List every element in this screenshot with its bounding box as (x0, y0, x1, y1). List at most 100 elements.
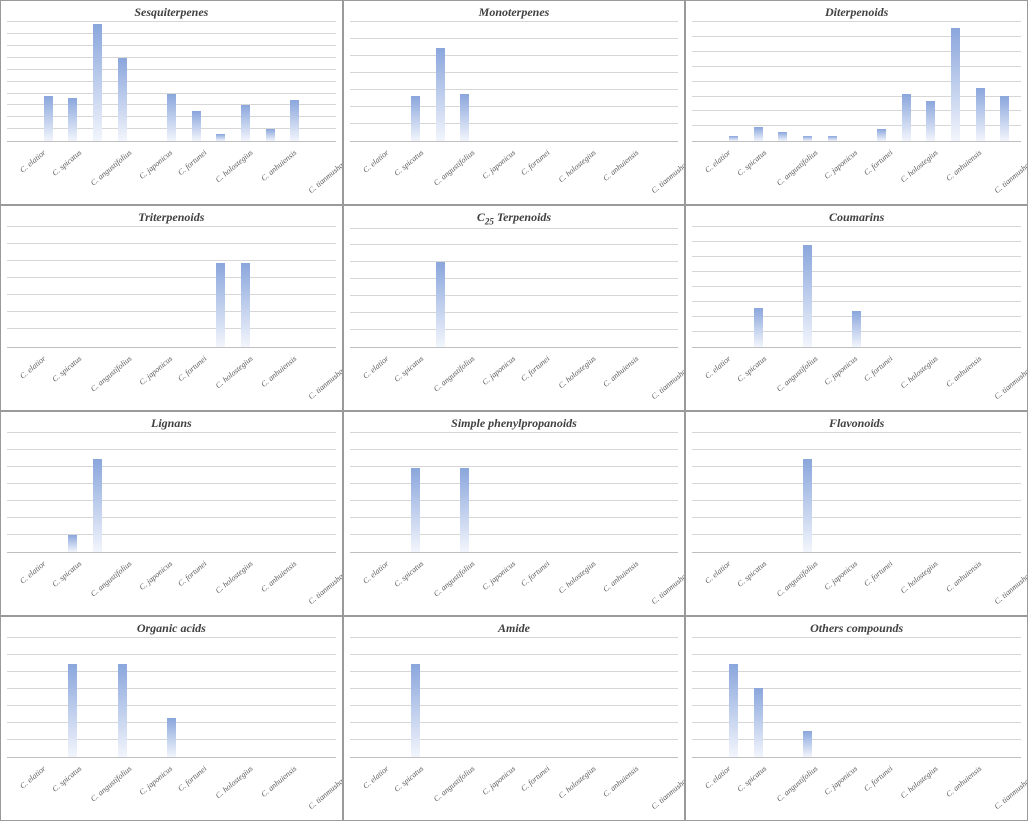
bar-slot (625, 22, 650, 141)
bar-slot (11, 22, 36, 141)
x-axis-label: C. japonicus (137, 764, 176, 799)
bar (93, 459, 102, 552)
bar-slot (992, 638, 1017, 757)
bar-slot (477, 22, 502, 141)
x-axis-label: C. anhuiensis (944, 559, 985, 596)
x-axis-label: C. fortunei (862, 354, 896, 385)
x-axis-label: C. tianmushanensis (307, 354, 343, 403)
x-axis-label: C. elatior (704, 559, 735, 588)
bar-slot (184, 22, 209, 141)
x-axis-label: C. holostegius (556, 764, 599, 803)
bar-slot (526, 229, 551, 347)
bar-slot (36, 22, 61, 141)
bar-slot (452, 229, 477, 347)
bar-slot (354, 229, 379, 347)
chart-body: C. elatiorC. spicatusC. angustifoliusC. … (692, 638, 1021, 818)
x-axis-label: C. japonicus (480, 148, 519, 183)
plot-area (692, 22, 1021, 141)
plot-area (350, 22, 679, 141)
bar-slot (60, 638, 85, 757)
x-axis: C. elatiorC. spicatusC. angustifoliusC. … (692, 347, 1021, 408)
bar-slot (403, 433, 428, 552)
chart-panel: Others compoundsC. elatiorC. spicatusC. … (685, 616, 1028, 821)
bar-slot (992, 22, 1017, 141)
bar (803, 731, 812, 757)
x-axis: C. elatiorC. spicatusC. angustifoliusC. … (350, 141, 679, 202)
bar-slot (918, 433, 943, 552)
bar-slot (918, 22, 943, 141)
bar-slot (551, 433, 576, 552)
bar-slot (11, 638, 36, 757)
x-axis-label: C. fortunei (862, 148, 896, 179)
bar-slot (576, 22, 601, 141)
bar-slot (696, 227, 721, 346)
bar-slot (477, 229, 502, 347)
bar-slot (820, 433, 845, 552)
x-axis-label: C. japonicus (823, 764, 862, 799)
bar-slot (403, 22, 428, 141)
x-axis-label: C. spicatus (393, 354, 428, 386)
bar (778, 132, 787, 142)
bar-slot (770, 433, 795, 552)
plot-area (692, 433, 1021, 552)
bar-slot (551, 22, 576, 141)
bar-slot (282, 433, 307, 552)
x-axis-label: C. japonicus (480, 354, 519, 389)
chart-body: C. elatiorC. spicatusC. angustifoliusC. … (350, 22, 679, 202)
bar-slot (208, 22, 233, 141)
bar-slot (894, 433, 919, 552)
x-axis-label: C. anhuiensis (602, 764, 643, 801)
x-axis-label: C. spicatus (735, 764, 770, 796)
bar-slot (795, 433, 820, 552)
bar-slot (85, 433, 110, 552)
x-axis-label: C. tianmushanensis (992, 764, 1028, 813)
x-axis-label: C. spicatus (50, 148, 85, 180)
x-axis-label: C. tianmushanensis (307, 559, 343, 608)
x-axis-label: C. holostegius (214, 354, 257, 393)
chart-title: Organic acids (7, 621, 336, 636)
bar-slot (576, 433, 601, 552)
chart-panel: FlavonoidsC. elatiorC. spicatusC. angust… (685, 411, 1028, 616)
bar-slot (551, 229, 576, 347)
plot-area (350, 638, 679, 757)
x-axis-label: C. japonicus (137, 148, 176, 183)
bar-slot (110, 433, 135, 552)
plot-area (350, 433, 679, 552)
plot-area (7, 638, 336, 757)
x-axis-label: C. tianmushanensis (307, 148, 343, 197)
x-axis-label: C. angustifolius (774, 559, 821, 601)
x-axis-label: C. angustifolius (774, 354, 821, 396)
bar-slot (943, 433, 968, 552)
bar (877, 129, 886, 141)
bar-slot (134, 22, 159, 141)
x-axis-label: C. fortunei (519, 559, 553, 590)
bar-slot (869, 433, 894, 552)
x-axis-label: C. angustifolius (774, 764, 821, 806)
chart-title: Amide (350, 621, 679, 636)
chart-body: C. elatiorC. spicatusC. angustifoliusC. … (7, 433, 336, 613)
x-axis-label: C. angustifolius (774, 148, 821, 190)
x-axis-label: C. holostegius (556, 148, 599, 187)
bar (729, 136, 738, 141)
chart-body: C. elatiorC. spicatusC. angustifoliusC. … (7, 227, 336, 407)
chart-body: C. elatiorC. spicatusC. angustifoliusC. … (350, 638, 679, 818)
plot-area (692, 638, 1021, 757)
bar-slot (258, 638, 283, 757)
bar-slot (992, 227, 1017, 346)
bar-slot (85, 22, 110, 141)
chart-panel: Amide C. elatiorC. spicatusC. angustifoli… (343, 616, 686, 821)
x-axis-label: C. fortunei (862, 764, 896, 795)
bar-slot (696, 433, 721, 552)
bar-slot (844, 227, 869, 346)
bar-slot (282, 638, 307, 757)
bar-slot (576, 638, 601, 757)
bar-slot (746, 227, 771, 346)
bar (167, 94, 176, 142)
chart-title: Diterpenoids (692, 5, 1021, 20)
bar-slot (354, 22, 379, 141)
bar-slot (600, 229, 625, 347)
chart-panel: Organic acidsC. elatiorC. spicatusC. ang… (0, 616, 343, 821)
bar-slot (233, 433, 258, 552)
bar-slot (918, 638, 943, 757)
bar (754, 308, 763, 346)
